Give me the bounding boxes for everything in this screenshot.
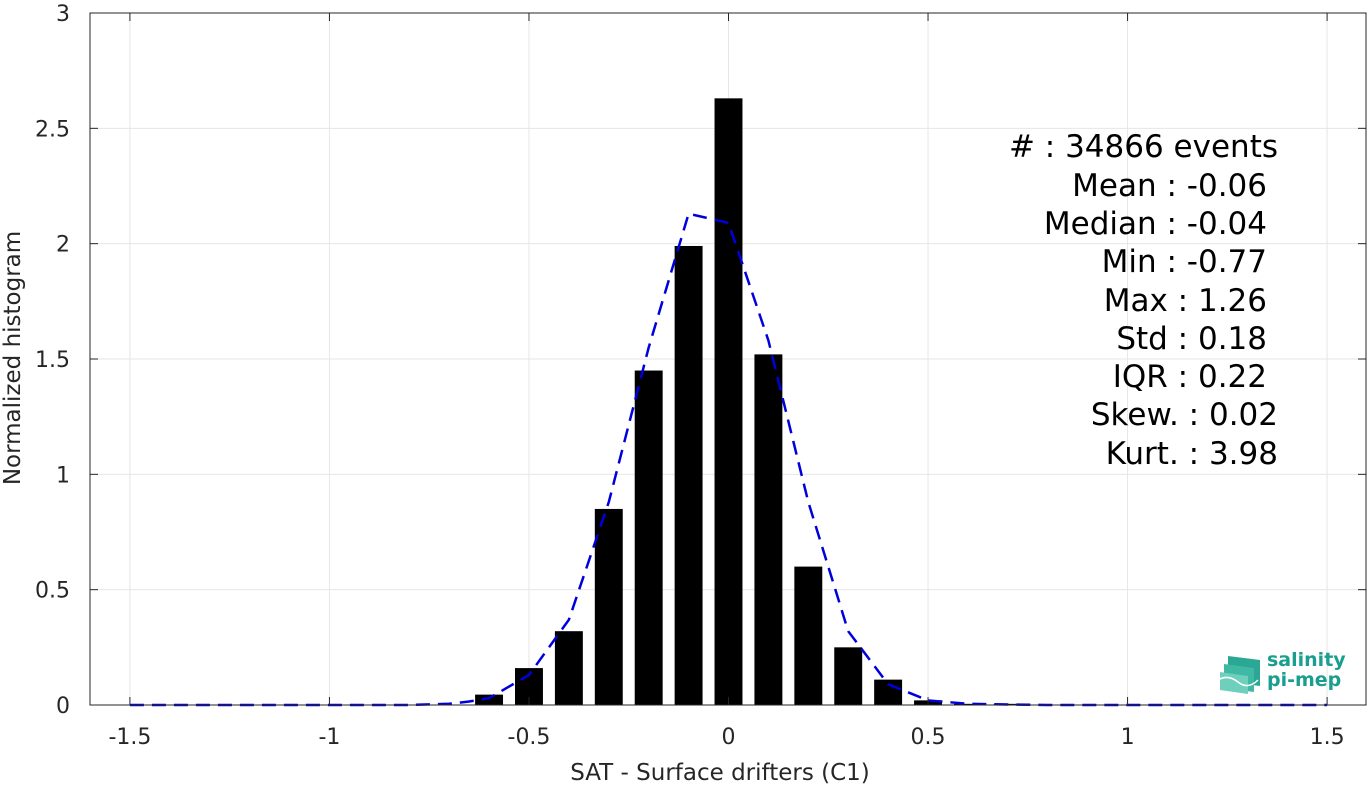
stat-line: # : 34866 events xyxy=(1009,129,1278,165)
x-tick-label: -1.5 xyxy=(108,725,151,750)
stat-line: Kurt. : 3.98 xyxy=(1106,436,1278,472)
logo-line-1: salinity xyxy=(1267,649,1346,671)
y-tick-label: 1.5 xyxy=(35,348,70,373)
x-tick-label: 1.5 xyxy=(1310,725,1345,750)
x-tick-label: -0.5 xyxy=(508,725,551,750)
bars xyxy=(475,98,1022,705)
stat-line: Skew. : 0.02 xyxy=(1091,397,1278,433)
y-tick-label: 0 xyxy=(56,694,70,719)
y-tick-label: 3 xyxy=(56,2,70,27)
x-tick-label: 0.5 xyxy=(911,725,946,750)
histogram-bar xyxy=(714,98,743,705)
stat-line: Mean : -0.06 xyxy=(1072,168,1267,204)
y-tick-label: 0.5 xyxy=(35,579,70,604)
stat-line: Std : 0.18 xyxy=(1116,321,1267,357)
histogram-bar xyxy=(834,647,863,705)
salinity-pimep-logo: salinity pi-mep xyxy=(1217,649,1346,694)
y-tick-label: 2 xyxy=(56,233,70,258)
histogram-bar xyxy=(874,679,903,705)
histogram-bar xyxy=(475,694,504,705)
logo-icon xyxy=(1217,656,1260,694)
x-ticks: -1.5 -1 -0.5 0 0.5 1 1.5 xyxy=(108,13,1345,750)
y-axis-label: Normalized histogram xyxy=(0,231,26,485)
y-ticks: 0 0.5 1 1.5 2 2.5 3 xyxy=(35,2,1366,719)
histogram-bar xyxy=(634,370,663,705)
x-tick-label: -1 xyxy=(318,725,340,750)
y-tick-label: 2.5 xyxy=(35,117,70,142)
histogram-bar xyxy=(953,703,982,705)
logo-line-2: pi-mep xyxy=(1267,669,1341,691)
y-tick-label: 1 xyxy=(56,463,70,488)
histogram-bar xyxy=(754,354,783,705)
stat-line: Median : -0.04 xyxy=(1044,206,1267,242)
stat-line: Min : -0.77 xyxy=(1102,244,1267,280)
histogram-bar xyxy=(674,245,703,705)
x-tick-label: 1 xyxy=(1121,725,1135,750)
stat-line: IQR : 0.22 xyxy=(1113,359,1267,395)
fit-curve xyxy=(129,212,1328,707)
histogram-bar xyxy=(554,631,583,705)
x-tick-label: 0 xyxy=(722,725,736,750)
stat-line: Max : 1.26 xyxy=(1104,283,1267,319)
histogram-bar xyxy=(594,508,623,705)
histogram-bar xyxy=(794,566,823,705)
x-axis-label: SAT - Surface drifters (C1) xyxy=(570,760,870,785)
